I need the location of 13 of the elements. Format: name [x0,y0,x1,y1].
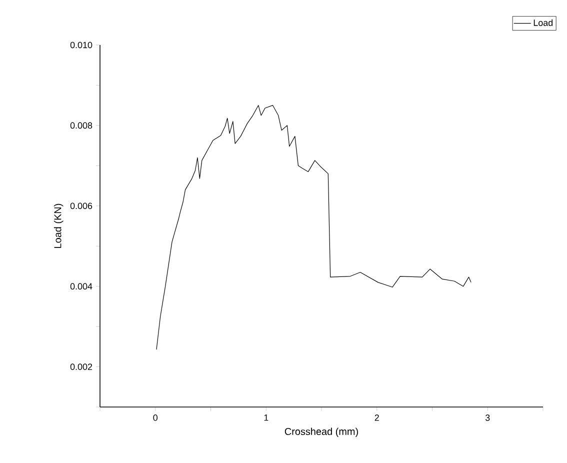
x-tick-label: 1 [264,414,268,421]
y-tick-label: 0.002 [70,364,92,370]
x-tick-label: 2 [374,414,379,421]
y-tick-label: 0.008 [70,122,92,129]
y-tick-label: 0.010 [70,42,92,48]
y-tick-label: 0.004 [70,283,92,290]
y-axis-title: Load (KN) [54,204,64,248]
x-tick-label: 0 [153,414,158,421]
x-axis-title: Crosshead (mm) [284,428,358,437]
y-tick-label: 0.006 [70,202,92,210]
legend-label: Load [534,19,553,26]
line-series [156,105,472,350]
x-tick-label: 3 [485,414,490,421]
